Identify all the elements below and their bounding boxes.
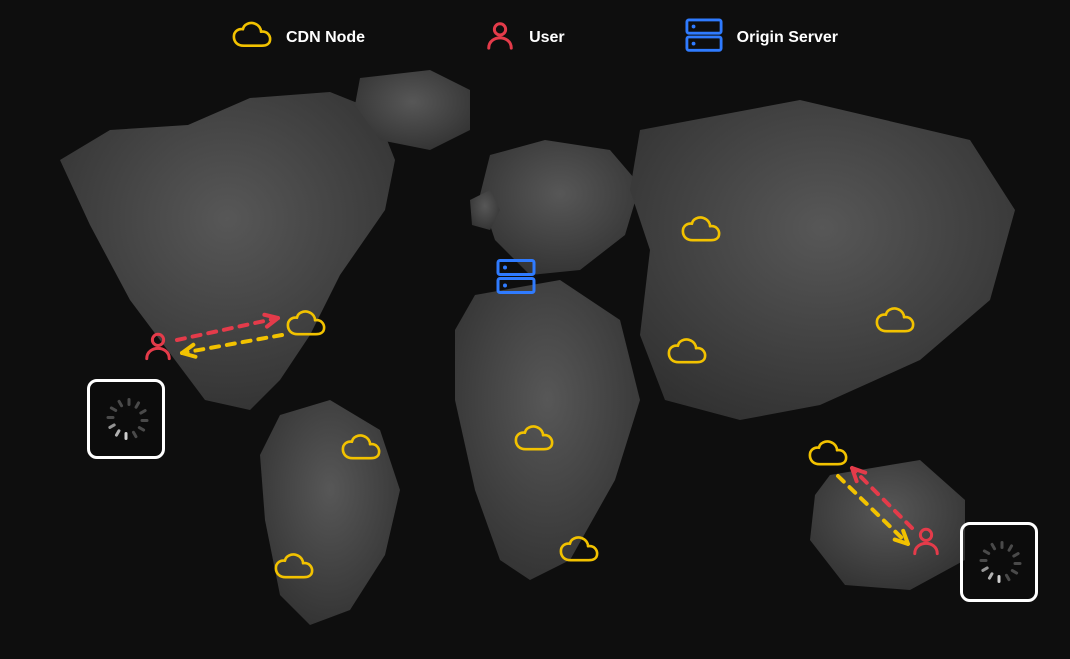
user-na [143,331,173,366]
legend-item-cdn-node: CDN Node [232,18,365,57]
cloud-icon [341,434,381,462]
diagram-stage: CDN Node User Origin Server [0,0,1070,659]
cloud-icon [667,338,707,366]
overlay-layer [0,0,1070,659]
cloud-icon [514,425,554,453]
cdn-africa-south [559,536,599,569]
user-icon [143,331,173,361]
cdn-asia-east [875,307,915,340]
loading-spinner-icon [978,541,1020,583]
legend-label: Origin Server [737,29,838,47]
origin-eu [496,259,536,300]
cloud-icon [274,553,314,581]
server-icon [496,259,536,295]
legend-label: User [529,29,565,47]
loading-spinner-icon [105,398,147,440]
spinner-right [960,522,1038,602]
cloud-icon [286,310,326,338]
cdn-sa [341,434,381,467]
user-icon [485,20,515,50]
cdn-africa-west [514,425,554,458]
legend-item-user: User [485,18,565,57]
cdn-asia-central [667,338,707,371]
cloud-icon [232,21,272,54]
cloud-icon [808,440,848,468]
cdn-na-east [286,310,326,343]
user-icon [485,20,515,55]
cdn-asia-north [681,216,721,249]
cloud-icon [232,21,272,49]
legend: CDN Node User Origin Server [0,18,1070,57]
cdn-sea [808,440,848,473]
cloud-icon [559,536,599,564]
cdn-sa-south [274,553,314,586]
legend-label: CDN Node [286,29,365,47]
server-icon [685,18,723,52]
user-icon [911,526,941,556]
server-icon [685,18,723,57]
cloud-icon [875,307,915,335]
cloud-icon [681,216,721,244]
spinner-left [87,379,165,459]
legend-item-origin-server: Origin Server [685,18,838,57]
user-au [911,526,941,561]
